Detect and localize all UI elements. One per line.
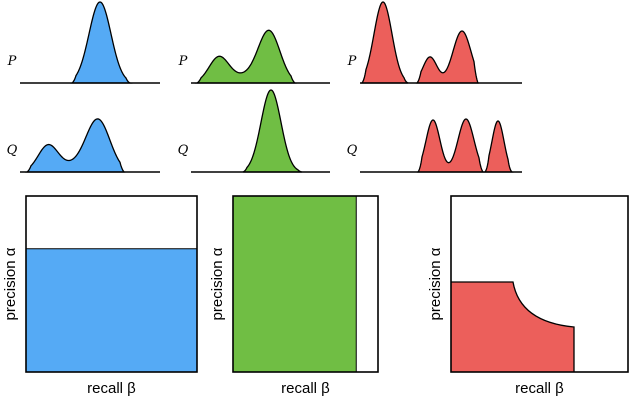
blue-p-label: P — [7, 54, 17, 69]
blue-pr-region — [26, 248, 197, 372]
red-q-label: Q — [347, 143, 358, 158]
green-pr-region — [233, 196, 357, 372]
green-q-density — [242, 89, 303, 173]
blue-precision-label: precision α — [2, 247, 19, 320]
green-precision-label: precision α — [209, 247, 226, 320]
green-p-label: P — [178, 54, 188, 69]
green-pr-box — [232, 195, 379, 373]
blue-q-label: Q — [7, 143, 18, 158]
green-p-density — [194, 29, 297, 84]
blue-pr-box — [25, 195, 198, 373]
red-pr-box — [450, 195, 629, 373]
red-q-density — [416, 118, 485, 173]
red-pr-boundary — [451, 281, 575, 372]
red-recall-label: recall β — [515, 380, 564, 397]
blue-recall-label: recall β — [87, 380, 136, 397]
red-p-density — [415, 30, 479, 84]
red-p-label: P — [347, 54, 357, 69]
red-pr-region — [451, 282, 574, 372]
red-p-density — [360, 1, 409, 84]
red-q-density — [483, 120, 514, 173]
green-q-label: Q — [178, 143, 189, 158]
blue-q-density — [25, 118, 126, 173]
green-recall-label: recall β — [281, 380, 330, 397]
red-precision-label: precision α — [427, 247, 444, 320]
blue-p-density — [70, 1, 133, 84]
